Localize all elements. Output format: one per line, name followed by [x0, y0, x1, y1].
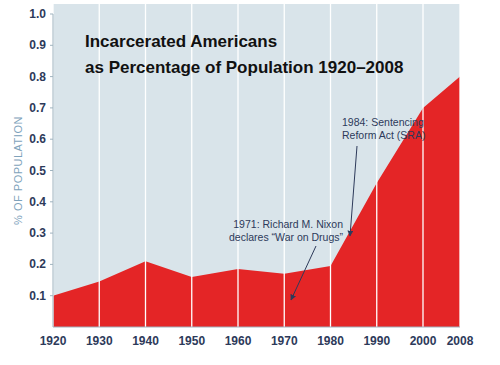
grid-line: [376, 4, 377, 327]
title: as Percentage of Population 1920–2008: [85, 58, 403, 77]
y-tick-label: 0.5: [29, 164, 46, 178]
grid-line: [237, 4, 238, 327]
y-tick-mark: [50, 233, 53, 234]
grid-line: [145, 4, 146, 327]
y-tick-mark: [50, 139, 53, 140]
y-tick-label: 0.8: [29, 70, 46, 84]
y-tick-label: 0.2: [29, 257, 46, 271]
y-tick-mark: [50, 76, 53, 77]
annotation: Reform Act (SRA): [342, 129, 425, 141]
plot-background: [53, 4, 460, 327]
annotation: declares “War on Drugs”: [229, 231, 343, 243]
annotation-arrow: [350, 146, 357, 236]
annotation: 1971: Richard M. Nixon: [233, 218, 343, 230]
x-tick-label: 1950: [178, 334, 205, 348]
x-tick-label: 1990: [363, 334, 390, 348]
x-tick-label: 2000: [410, 334, 437, 348]
grid-line: [52, 4, 53, 327]
y-tick-mark: [50, 45, 53, 46]
grid-line: [330, 4, 331, 327]
y-tick-label: 0.7: [29, 101, 46, 115]
chart-svg: 1920 1930 1940 1950 1960 1970 1980 1990 2000 2008…: [0, 0, 500, 365]
data-group: [53, 77, 460, 327]
grid-line: [459, 4, 460, 327]
title: Incarcerated Americans: [85, 32, 277, 51]
x-tick-label: 1930: [86, 334, 113, 348]
annotation-arrow: [291, 246, 316, 300]
y-tick-mark: [50, 14, 53, 15]
x-tick-label: 1970: [271, 334, 298, 348]
y-tick-mark: [50, 107, 53, 108]
y-tick-label: 1.0: [29, 7, 46, 21]
y-tick-label: 0.9: [29, 38, 46, 52]
y-tick-mark: [50, 295, 53, 296]
annotation: 1984: Sentencing: [342, 116, 424, 128]
y-tick-mark: [50, 264, 53, 265]
x-tick-label: 1960: [225, 334, 252, 348]
grid-line: [191, 4, 192, 327]
grid-line: [422, 4, 423, 327]
x-tick-label: 1980: [317, 334, 344, 348]
y-axis-label: % OF POPULATION: [12, 116, 24, 225]
grid-line: [284, 4, 285, 327]
x-axis-line: [53, 327, 460, 328]
y-tick-mark: [50, 201, 53, 202]
y-tick-label: 0.3: [29, 226, 46, 240]
y-tick-label: 0.1: [29, 289, 46, 303]
x-tick-label: 1940: [132, 334, 159, 348]
x-tick-label: 1920: [40, 334, 67, 348]
y-tick-label: 0.4: [29, 195, 46, 209]
y-tick-label: 0.6: [29, 132, 46, 146]
grid-line: [99, 4, 100, 327]
area: [53, 77, 460, 327]
x-tick-label: 2008: [447, 334, 474, 348]
chart-container: 1920 1930 1940 1950 1960 1970 1980 1990 2000 2008…: [0, 0, 500, 365]
y-tick-mark: [50, 170, 53, 171]
